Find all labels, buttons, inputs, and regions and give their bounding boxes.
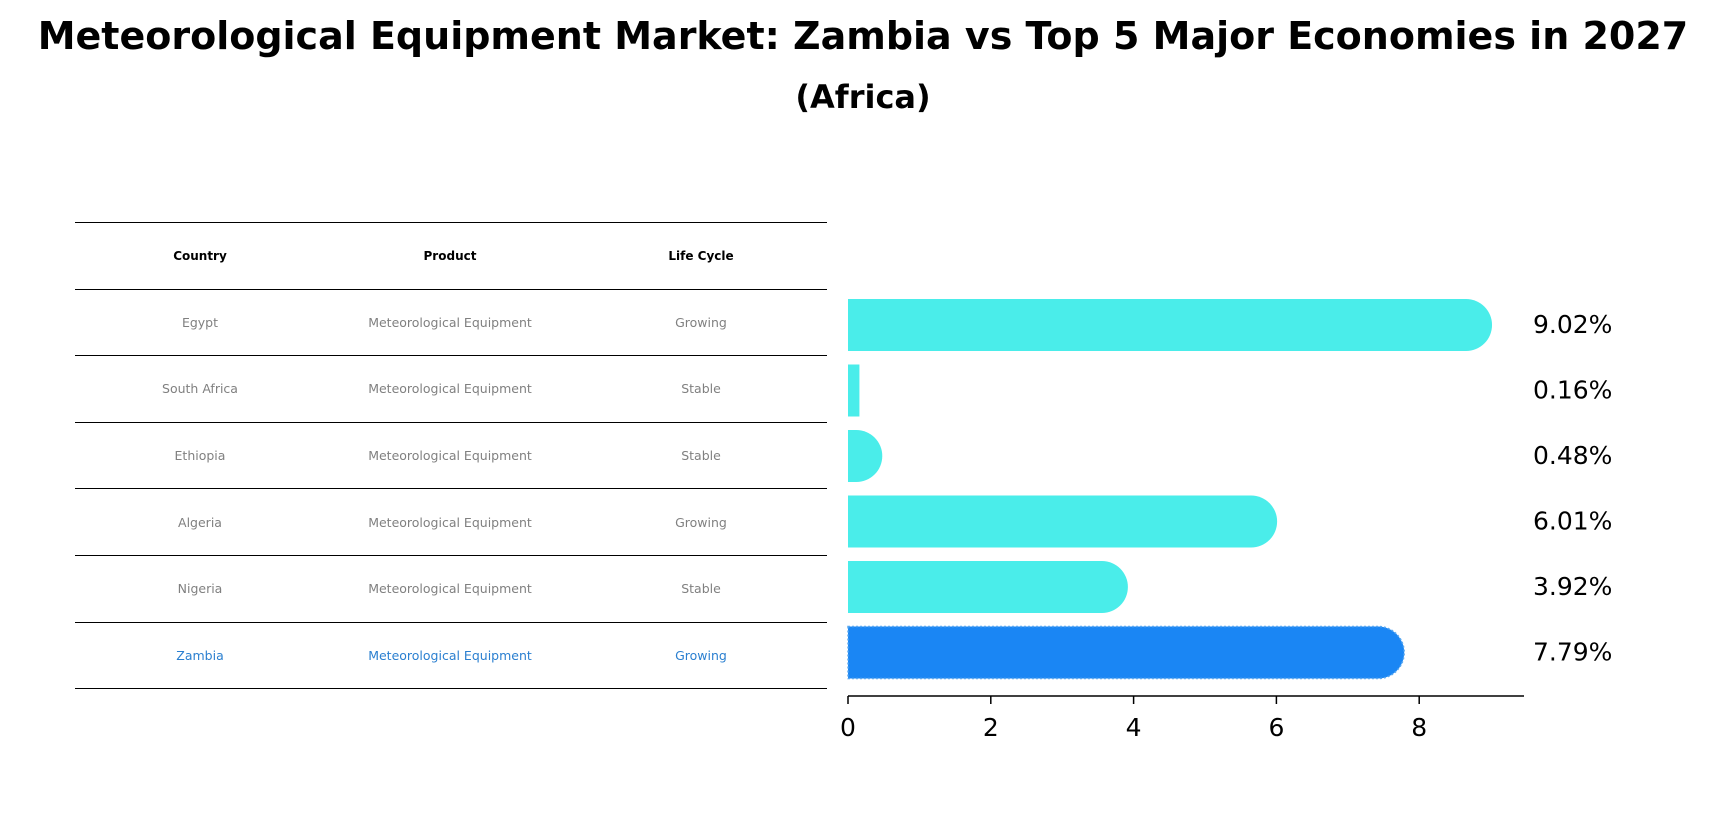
life-cycle-cell: Stable xyxy=(681,448,721,464)
table-row: Egypt Meteorological Equipment Growing xyxy=(75,288,827,356)
x-tick-label: 0 xyxy=(840,713,856,742)
table-header-row: Country Product Life Cycle xyxy=(75,222,827,289)
bar-zambia xyxy=(847,625,1405,680)
x-tick-label: 8 xyxy=(1411,713,1427,742)
column-header-product: Product xyxy=(423,248,477,263)
bar-south-africa xyxy=(848,364,860,417)
chart-title: Meteorological Equipment Market: Zambia … xyxy=(37,14,1689,58)
column-header-life-cycle: Life Cycle xyxy=(668,248,734,263)
country-cell: Algeria xyxy=(178,514,222,530)
table-row: Algeria Meteorological Equipment Growing xyxy=(75,488,827,555)
country-cell: Nigeria xyxy=(177,581,223,597)
data-table: Country Product Life Cycle Egypt Meteoro… xyxy=(75,222,827,689)
product-cell: Meteorological Equipment xyxy=(368,314,532,330)
bar-algeria xyxy=(848,495,1278,548)
bar-ethiopia xyxy=(848,430,883,482)
life-cycle-cell: Growing xyxy=(675,647,727,663)
life-cycle-cell: Stable xyxy=(681,381,721,397)
table-row: South Africa Meteorological Equipment St… xyxy=(75,355,827,422)
bar-egypt xyxy=(848,299,1493,351)
product-cell: Meteorological Equipment xyxy=(368,448,532,464)
product-cell: Meteorological Equipment xyxy=(368,647,532,663)
table-row-highlighted: Zambia Meteorological Equipment Growing xyxy=(75,621,827,689)
country-cell: Zambia xyxy=(176,647,224,663)
x-tick-label: 6 xyxy=(1268,713,1284,742)
product-cell: Meteorological Equipment xyxy=(368,514,532,530)
product-cell: Meteorological Equipment xyxy=(368,381,532,397)
country-cell: Egypt xyxy=(181,314,219,330)
country-cell: South Africa xyxy=(162,381,238,397)
bar-nigeria xyxy=(848,561,1128,613)
life-cycle-cell: Stable xyxy=(681,581,721,597)
value-label: 0.16% xyxy=(1533,376,1612,405)
value-label: 0.48% xyxy=(1533,441,1612,470)
column-header-country: Country xyxy=(173,248,227,263)
x-tick-label: 2 xyxy=(983,713,999,742)
table-row: Nigeria Meteorological Equipment Stable xyxy=(75,554,827,622)
value-label: 7.79% xyxy=(1533,638,1612,667)
value-label: 3.92% xyxy=(1533,572,1612,601)
chart-subtitle: (Africa) xyxy=(795,78,931,116)
country-cell: Ethiopia xyxy=(174,448,226,464)
x-tick-label: 4 xyxy=(1126,713,1142,742)
value-label: 9.02% xyxy=(1533,310,1612,339)
table-row: Ethiopia Meteorological Equipment Stable xyxy=(75,421,827,489)
product-cell: Meteorological Equipment xyxy=(368,581,532,597)
life-cycle-cell: Growing xyxy=(675,514,727,530)
life-cycle-cell: Growing xyxy=(675,314,727,330)
value-label: 6.01% xyxy=(1533,507,1612,536)
